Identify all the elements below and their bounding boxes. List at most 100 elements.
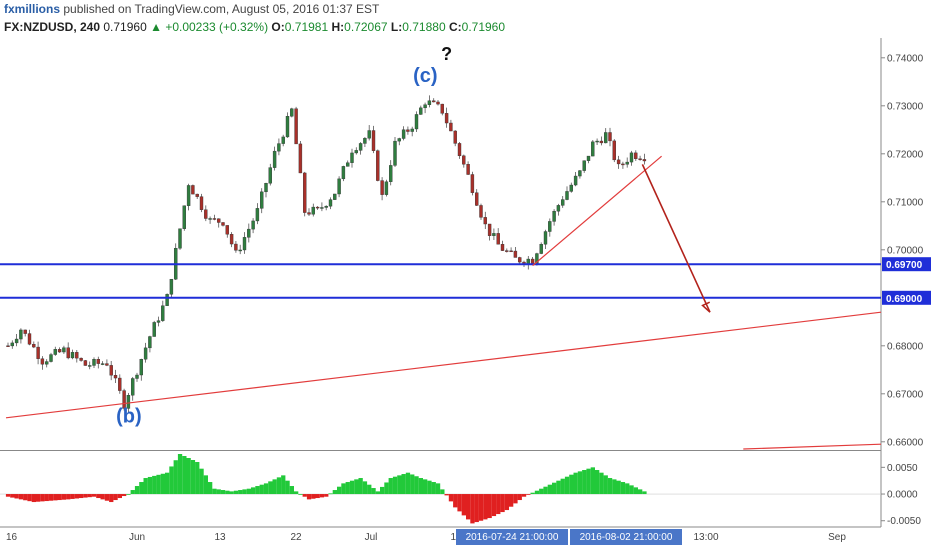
oscillator-bar: [156, 474, 161, 495]
candle-body: [238, 249, 242, 252]
oscillator-bar: [208, 482, 213, 495]
candle-body: [191, 185, 195, 195]
oscillator-bar: [182, 456, 187, 495]
oscillator-bar: [289, 486, 294, 495]
candle-body: [552, 210, 556, 222]
candle-body: [6, 345, 10, 347]
candle-body: [337, 178, 341, 195]
oscillator-bar: [324, 494, 329, 497]
oscillator-bar: [577, 471, 583, 495]
candle-body: [148, 336, 152, 349]
oscillator-bar: [160, 473, 165, 495]
oscillator-bar: [238, 490, 243, 495]
candle-body: [186, 185, 191, 206]
oscillator-bar: [478, 494, 484, 521]
candle-body: [492, 233, 496, 236]
candle-body: [556, 205, 561, 212]
candle-body: [539, 244, 543, 254]
candle-body: [92, 359, 96, 366]
candle-body: [604, 132, 608, 144]
oscillator-bar: [311, 494, 316, 499]
candle-body: [496, 233, 500, 245]
candle-body: [389, 165, 393, 182]
oscillator-bar: [384, 482, 389, 495]
oscillator-bar: [345, 482, 350, 495]
candle-body: [311, 206, 315, 215]
candle-body: [195, 193, 199, 197]
oscillator-bar: [414, 476, 419, 495]
oscillator-bar: [612, 479, 617, 495]
candle-body: [53, 349, 57, 355]
candle-body: [475, 192, 479, 206]
candle-body: [479, 205, 483, 218]
x-tick-label: Sep: [828, 532, 846, 543]
candle-body: [616, 159, 621, 165]
candle-body: [548, 221, 552, 232]
low-value: 0.71880: [402, 20, 446, 34]
oscillator-bar: [539, 488, 544, 495]
price-axis[interactable]: 0.74000 0.73000 0.72000 0.71000 0.70000 0.680…: [881, 53, 931, 527]
symbol-label: FX:NZDUSD, 240: [4, 20, 101, 34]
oscillator-bar: [268, 481, 273, 495]
candle-body: [75, 352, 79, 359]
oscillator-bar: [582, 470, 587, 495]
oscillator-bar: [530, 492, 535, 495]
oscillator-bar: [642, 491, 647, 495]
candle-body: [45, 361, 49, 365]
candle-body: [432, 100, 436, 103]
price-change: ▲ +0.00233 (+0.32%): [150, 20, 269, 34]
candle-body: [315, 206, 320, 209]
oscillator-bar: [543, 486, 548, 495]
candle-body: [328, 199, 333, 207]
oscillator-bar: [595, 470, 600, 495]
candle-body: [212, 218, 217, 220]
price-level-label: 0.69700: [886, 260, 923, 271]
publish-info: published on TradingView.com, August 05,…: [60, 2, 380, 16]
oscillator-bar: [104, 494, 110, 501]
oscillator-bar: [212, 488, 217, 495]
oscillator-bar: [117, 494, 122, 499]
candle-body: [350, 152, 354, 163]
oscillator-bar: [354, 479, 359, 495]
oscillator-bar: [547, 484, 552, 495]
oscillator-bar: [246, 488, 251, 495]
oscillator-bar: [388, 478, 393, 495]
oscillator-bar: [143, 478, 148, 495]
candle-body: [518, 257, 522, 263]
candle-body: [23, 329, 27, 334]
oscillator-bar: [349, 480, 355, 495]
candle-body: [419, 107, 423, 115]
candle-body: [96, 359, 101, 364]
candle-body: [642, 159, 647, 162]
oscillator-bar: [380, 486, 385, 495]
open-value: 0.71981: [284, 20, 329, 34]
author-link[interactable]: fxmillions: [4, 2, 61, 16]
candle-body: [513, 250, 518, 258]
candle-body: [410, 128, 414, 132]
y-tick-label: 0.68000: [887, 341, 924, 352]
candle-body: [367, 130, 371, 139]
candle-body: [457, 143, 462, 157]
candle-body: [453, 130, 457, 144]
candle-body: [565, 191, 569, 200]
oscillator-bar: [276, 477, 282, 495]
oscillator-bar: [599, 472, 604, 495]
oscillator-bar: [220, 490, 226, 495]
oscillator-bar: [509, 494, 514, 507]
price-level-tag: [882, 257, 931, 272]
oscillator-bar: [5, 494, 11, 497]
candle-body: [109, 365, 113, 376]
candle-body: [36, 346, 40, 359]
oscillator-bar: [44, 494, 49, 502]
candle-body: [530, 258, 535, 264]
oscillator-bar: [233, 490, 239, 495]
oscillator-bar: [152, 475, 157, 495]
oscillator-bar: [122, 494, 127, 497]
candle-body: [165, 294, 169, 306]
oscillator-bar: [638, 489, 643, 495]
oscillator-bar: [633, 487, 638, 495]
oscillator-bar: [306, 494, 312, 500]
candle-body: [14, 338, 19, 344]
